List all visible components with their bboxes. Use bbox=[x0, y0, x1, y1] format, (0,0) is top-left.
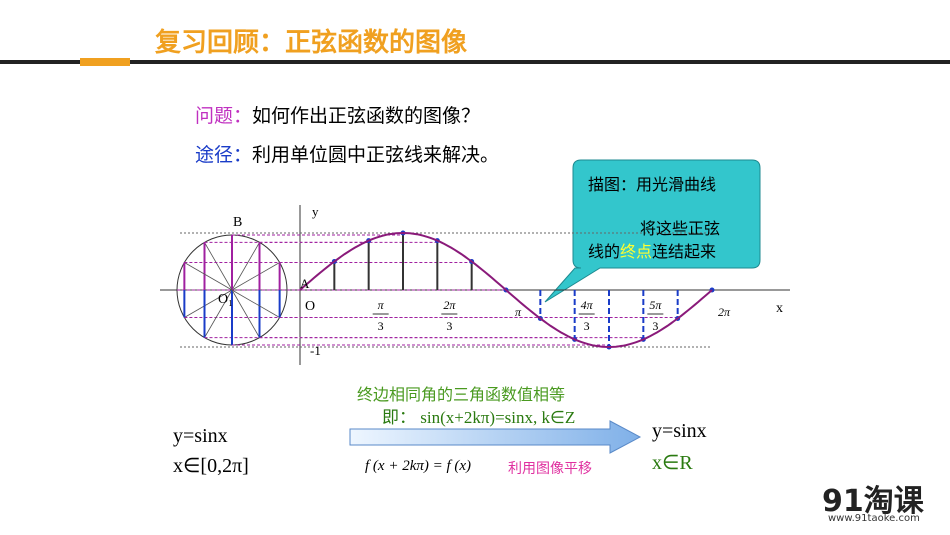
axis-label: y bbox=[312, 204, 319, 219]
radius bbox=[231, 262, 280, 291]
text: 如何作出正弦函数的图像？ bbox=[252, 105, 481, 127]
callout-line: 描图：用光滑曲线 bbox=[588, 175, 717, 194]
point-label: A bbox=[300, 276, 310, 291]
question: 问题：如何作出正弦函数的图像？ bbox=[195, 101, 480, 128]
arrow-formula: 即： sin(x+2kπ)=sinx, k∈Z bbox=[382, 408, 576, 427]
right-function: y=sinx bbox=[652, 420, 707, 442]
callout-line: 将这些正弦 bbox=[640, 219, 721, 238]
radius bbox=[184, 289, 233, 318]
origin-label: O bbox=[305, 299, 315, 314]
tick-label: π bbox=[515, 305, 522, 319]
radius bbox=[184, 262, 233, 291]
label: 途径： bbox=[195, 144, 253, 166]
logo-brand: 91淘课 bbox=[822, 484, 924, 519]
tick-numerator: 4π bbox=[581, 298, 594, 312]
callout-line: 线的终点连结起来 bbox=[588, 238, 716, 262]
tick-label: -1 bbox=[310, 343, 321, 358]
tick-numerator: π bbox=[378, 298, 385, 312]
right-domain: x∈R bbox=[652, 452, 693, 474]
tick-denominator: 3 bbox=[584, 319, 590, 333]
callout-box bbox=[544, 159, 761, 303]
arrow bbox=[349, 420, 642, 454]
header-bar bbox=[0, 60, 950, 64]
approach: 途径：利用单位圆中正弦线来解决。 bbox=[195, 140, 499, 167]
tick-denominator: 3 bbox=[378, 319, 384, 333]
left-function: y=sinx bbox=[173, 425, 228, 447]
text: 线的 bbox=[588, 242, 621, 261]
radius bbox=[204, 242, 233, 291]
radius bbox=[204, 289, 233, 338]
text: 连结起来 bbox=[652, 242, 717, 261]
tick-label: 2π bbox=[718, 305, 731, 319]
text: 利用单位圆中正弦线来解决。 bbox=[252, 144, 500, 166]
periodic-formula: f (x + 2kπ) = f (x) bbox=[365, 458, 472, 474]
point-label: O₁ bbox=[218, 292, 233, 307]
logo-url: www.91taoke.com bbox=[828, 513, 920, 524]
tick-denominator: 3 bbox=[652, 319, 658, 333]
point-label: B bbox=[233, 215, 242, 230]
sine-curve bbox=[299, 231, 713, 349]
tick-numerator: 5π bbox=[649, 298, 662, 312]
tick-numerator: 2π bbox=[443, 298, 456, 312]
label: 问题： bbox=[195, 105, 253, 127]
shift-note: 利用图像平移 bbox=[508, 461, 592, 477]
tick-denominator: 3 bbox=[446, 319, 452, 333]
left-domain: x∈[0,2π] bbox=[173, 455, 249, 477]
header-accent bbox=[80, 58, 130, 66]
radius bbox=[231, 242, 260, 291]
axis-label: x bbox=[776, 301, 783, 316]
arrow-text: 终边相同角的三角函数值相等 bbox=[357, 385, 566, 404]
title: 复习回顾：正弦函数的图像 bbox=[155, 28, 468, 58]
highlight: 终点 bbox=[620, 242, 653, 261]
radius bbox=[231, 289, 260, 338]
radius bbox=[231, 289, 280, 318]
